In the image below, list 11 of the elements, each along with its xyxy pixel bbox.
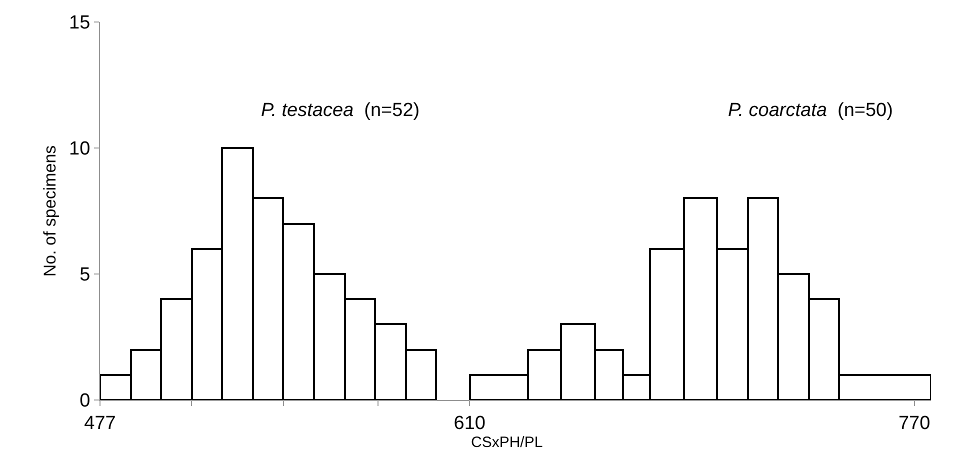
- x-tick-label: 610: [454, 412, 486, 434]
- y-tick-label: 0: [80, 390, 90, 412]
- y-tick-label: 5: [80, 264, 90, 286]
- y-tick-label: 15: [69, 12, 90, 34]
- y-tick-label: 10: [69, 138, 90, 160]
- annotation: P. testacea (n=52): [261, 100, 420, 121]
- x-tick-label: 477: [84, 412, 116, 434]
- y-axis-title: No. of specimens: [40, 145, 60, 277]
- x-axis-title: CSxPH/PL: [471, 434, 543, 451]
- annotation: P. coarctata (n=50): [728, 100, 893, 121]
- x-tick-label: 770: [898, 412, 930, 434]
